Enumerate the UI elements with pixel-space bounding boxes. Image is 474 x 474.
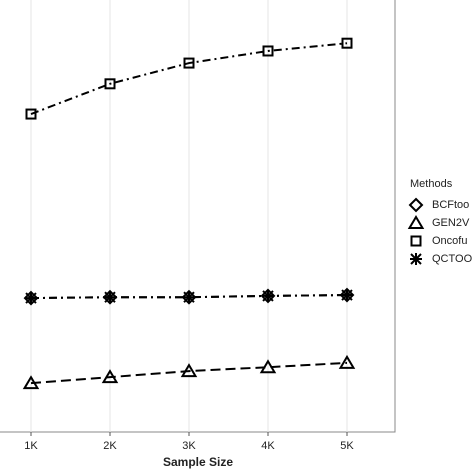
- point: [259, 359, 277, 374]
- point: [341, 37, 353, 49]
- x-tick-label: 4K: [261, 440, 275, 452]
- x-tick-label: 3K: [182, 440, 196, 452]
- x-axis-title: Sample Size: [163, 455, 233, 469]
- point: [25, 292, 37, 305]
- point: [262, 45, 274, 57]
- point: [183, 57, 195, 69]
- legend-marker: [410, 235, 422, 247]
- point: [22, 375, 40, 390]
- point: [104, 78, 116, 90]
- legend-label: BCFtoo: [432, 199, 469, 211]
- x-tick-label: 1K: [24, 440, 38, 452]
- point: [104, 291, 116, 304]
- x-tick-label: 2K: [103, 440, 117, 452]
- point: [180, 363, 198, 378]
- point: [101, 369, 119, 384]
- legend-title: Methods: [410, 178, 453, 190]
- legend-label: QCTOO: [432, 253, 473, 265]
- legend-marker: [408, 197, 424, 213]
- panel-border: [0, 0, 396, 433]
- point: [183, 291, 195, 304]
- legend-marker: [410, 253, 422, 265]
- point: [341, 289, 353, 302]
- point: [338, 354, 356, 369]
- legend-marker: [407, 215, 425, 229]
- series-line: [30, 42, 348, 115]
- legend-label: Oncofu: [432, 235, 467, 247]
- series-line: [30, 361, 348, 385]
- x-tick-label: 5K: [340, 440, 354, 452]
- legend-label: GEN2V: [432, 217, 470, 229]
- point: [262, 289, 274, 302]
- point: [25, 108, 37, 120]
